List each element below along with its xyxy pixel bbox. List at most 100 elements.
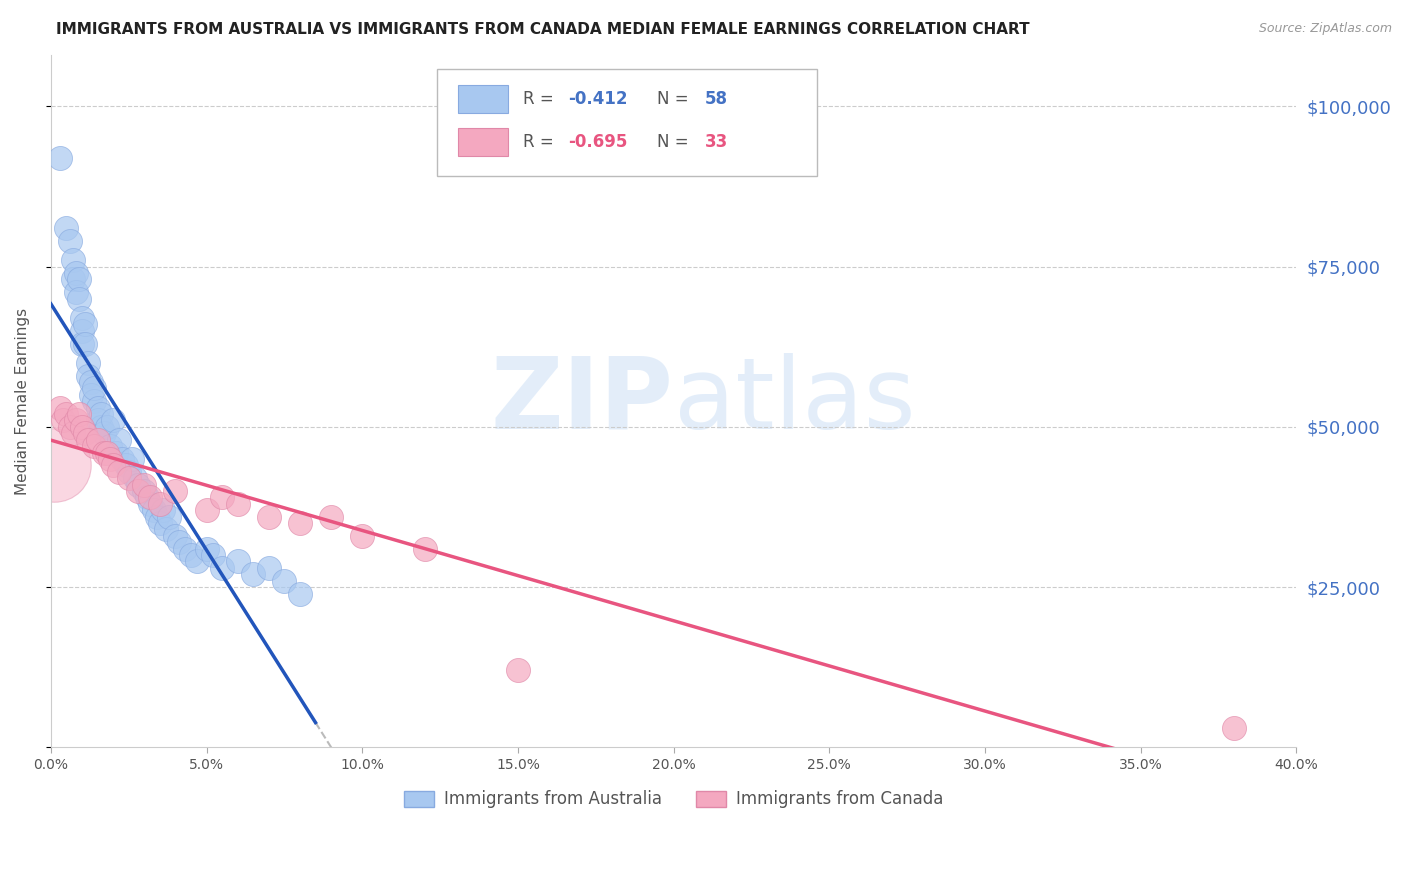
Text: 33: 33	[704, 133, 728, 151]
Point	[352, 529, 374, 543]
Point	[111, 451, 134, 466]
Point	[55, 407, 77, 421]
Point	[80, 388, 103, 402]
Point	[70, 310, 93, 325]
Point	[65, 266, 87, 280]
Point	[70, 324, 93, 338]
Point	[118, 465, 141, 479]
Point	[77, 368, 100, 383]
Point	[124, 471, 146, 485]
Point	[98, 439, 121, 453]
Point	[58, 420, 80, 434]
Text: N =: N =	[658, 133, 695, 151]
Point	[65, 413, 87, 427]
Point	[413, 541, 436, 556]
Point	[86, 413, 108, 427]
FancyBboxPatch shape	[458, 85, 508, 112]
Point	[65, 285, 87, 300]
Text: R =: R =	[523, 133, 560, 151]
Point	[108, 433, 131, 447]
Point	[134, 483, 156, 498]
Point	[242, 567, 264, 582]
Text: IMMIGRANTS FROM AUSTRALIA VS IMMIGRANTS FROM CANADA MEDIAN FEMALE EARNINGS CORRE: IMMIGRANTS FROM AUSTRALIA VS IMMIGRANTS …	[56, 22, 1029, 37]
Point	[77, 356, 100, 370]
Point	[86, 401, 108, 415]
Point	[83, 381, 105, 395]
Point	[173, 541, 195, 556]
Point	[142, 503, 165, 517]
Point	[139, 497, 162, 511]
Point	[165, 529, 187, 543]
Point	[1223, 721, 1246, 735]
Point	[75, 426, 97, 441]
Text: R =: R =	[523, 90, 560, 108]
Point	[114, 458, 136, 473]
Text: ZIP: ZIP	[491, 352, 673, 450]
Point	[257, 561, 280, 575]
FancyBboxPatch shape	[437, 69, 817, 177]
Point	[101, 458, 124, 473]
Point	[58, 234, 80, 248]
Point	[288, 516, 311, 530]
Point	[226, 554, 249, 568]
Point	[155, 523, 177, 537]
Point	[288, 586, 311, 600]
Text: -0.695: -0.695	[568, 133, 627, 151]
Point	[165, 483, 187, 498]
Point	[186, 554, 208, 568]
Point	[118, 471, 141, 485]
Point	[167, 535, 190, 549]
Point	[70, 420, 93, 434]
Point	[62, 272, 84, 286]
Point	[52, 413, 75, 427]
Point	[62, 426, 84, 441]
Point	[62, 253, 84, 268]
Point	[127, 483, 149, 498]
Point	[42, 458, 65, 473]
Point	[136, 491, 159, 505]
Point	[152, 503, 174, 517]
Point	[195, 503, 218, 517]
Point	[93, 426, 115, 441]
FancyBboxPatch shape	[458, 128, 508, 155]
Point	[105, 445, 128, 459]
Point	[149, 516, 172, 530]
Point	[273, 574, 295, 588]
Point	[96, 445, 118, 459]
Point	[80, 375, 103, 389]
Y-axis label: Median Female Earnings: Median Female Earnings	[15, 308, 30, 495]
Point	[149, 497, 172, 511]
Point	[67, 407, 90, 421]
Point	[195, 541, 218, 556]
Point	[101, 413, 124, 427]
Point	[75, 318, 97, 332]
Point	[98, 451, 121, 466]
Point	[180, 548, 202, 562]
Point	[257, 509, 280, 524]
Legend: Immigrants from Australia, Immigrants from Canada: Immigrants from Australia, Immigrants fr…	[398, 784, 949, 815]
Point	[49, 151, 72, 165]
Point	[70, 336, 93, 351]
Point	[145, 509, 167, 524]
Point	[55, 221, 77, 235]
Point	[319, 509, 342, 524]
Text: Source: ZipAtlas.com: Source: ZipAtlas.com	[1258, 22, 1392, 36]
Point	[77, 433, 100, 447]
Point	[67, 292, 90, 306]
Point	[211, 491, 233, 505]
Text: -0.412: -0.412	[568, 90, 627, 108]
Point	[90, 407, 112, 421]
Point	[90, 420, 112, 434]
Point	[211, 561, 233, 575]
Point	[83, 394, 105, 409]
Point	[108, 465, 131, 479]
Point	[121, 451, 143, 466]
Point	[49, 401, 72, 415]
Point	[139, 491, 162, 505]
Point	[127, 477, 149, 491]
Text: atlas: atlas	[673, 352, 915, 450]
Point	[506, 664, 529, 678]
Text: N =: N =	[658, 90, 695, 108]
Point	[96, 420, 118, 434]
Point	[83, 439, 105, 453]
